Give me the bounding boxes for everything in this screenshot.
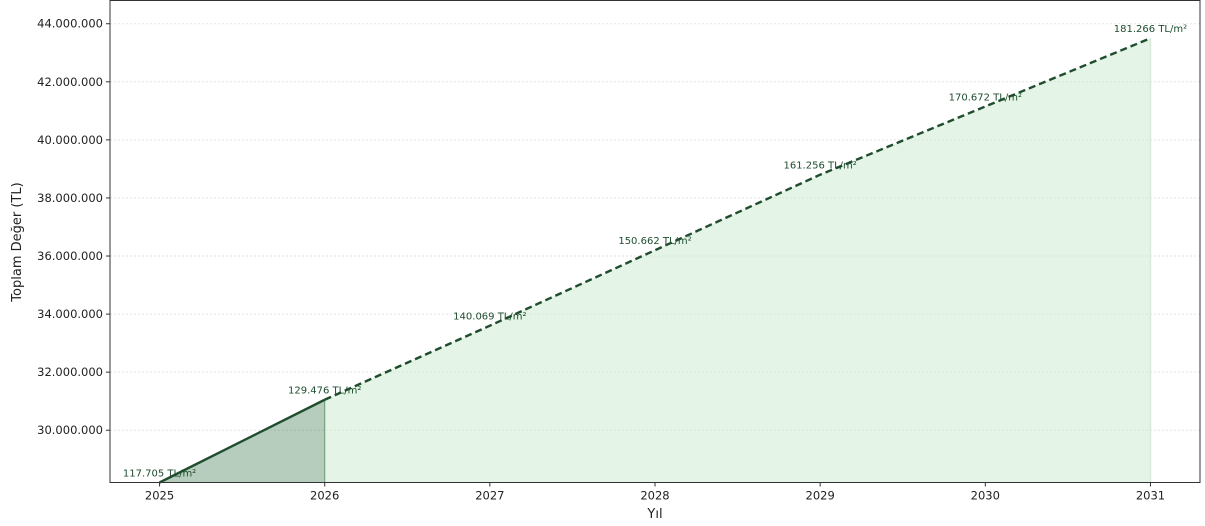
data-label: 150.662 TL/m² [618,236,691,247]
y-tick-label: 44.000.000 [37,17,103,31]
data-label: 117.705 TL/m² [123,469,196,480]
data-label: 170.672 TL/m² [949,92,1022,103]
x-tick-label: 2025 [145,489,174,503]
tick-layer: 30.000.000 32.000.000 34.000.000 36.000.000… [37,17,1165,503]
x-tick-label: 2030 [971,489,1000,503]
data-label: 140.069 TL/m² [453,312,526,323]
data-label: 161.256 TL/m² [783,161,856,172]
data-label: 129.476 TL/m² [288,386,361,397]
y-tick-label: 32.000.000 [37,365,103,379]
data-label: 181.266 TL/m² [1114,24,1187,35]
y-tick-label: 30.000.000 [37,423,103,437]
series-line-2 [324,37,1151,401]
area-layer [159,38,1152,483]
x-tick-label: 2029 [806,489,835,503]
series-area-2 [324,38,1151,483]
y-tick-label: 36.000.000 [37,249,103,263]
y-tick-label: 42.000.000 [37,75,103,89]
y-axis-label: Toplam Değer (TL) [10,182,25,302]
x-tick-label: 2026 [310,489,339,503]
x-axis-label: Yıl [646,507,662,522]
x-tick-label: 2031 [1136,489,1165,503]
x-tick-label: 2027 [475,489,504,503]
series-line-1 [159,398,326,484]
y-tick-label: 38.000.000 [37,191,103,205]
x-tick-label: 2028 [640,489,669,503]
line-layer [159,37,1151,484]
y-tick-label: 34.000.000 [37,307,103,321]
y-tick-label: 40.000.000 [37,133,103,147]
data-label-layer: 117.705 TL/m² 129.476 TL/m² 140.069 TL/m² 1… [123,24,1187,479]
